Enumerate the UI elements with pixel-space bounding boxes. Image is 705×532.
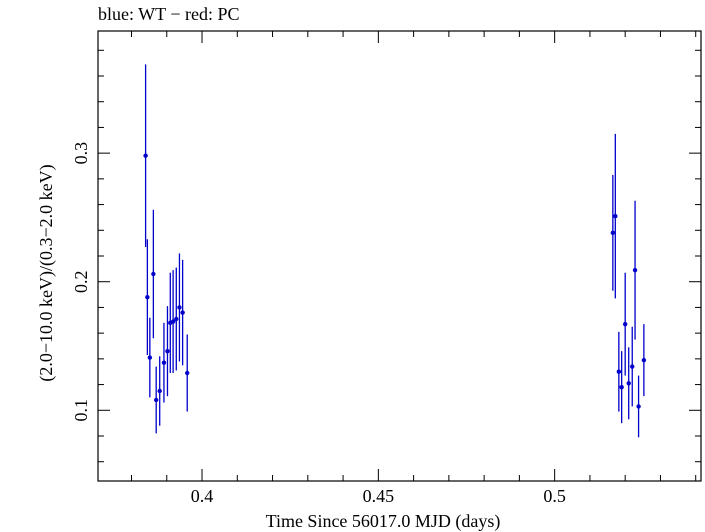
point-marker — [145, 294, 150, 300]
point-marker — [636, 404, 641, 409]
data-point — [619, 351, 624, 424]
data-point — [143, 64, 148, 247]
plot-frame — [97, 30, 702, 482]
point-marker — [613, 213, 618, 219]
y-tick-label: 0.1 — [71, 399, 91, 422]
data-point — [177, 253, 182, 362]
point-marker — [185, 370, 190, 376]
point-marker — [180, 310, 185, 315]
point-marker — [632, 267, 638, 273]
data-point — [610, 175, 616, 291]
data-point — [157, 356, 162, 426]
data-point — [161, 322, 167, 403]
y-tick-label: 0.3 — [71, 142, 91, 165]
data-point — [613, 133, 618, 299]
data-point — [165, 306, 170, 397]
point-marker — [147, 355, 153, 360]
point-marker — [610, 230, 616, 236]
point-marker — [143, 153, 148, 158]
axis-ticks — [98, 31, 701, 481]
point-marker — [626, 381, 631, 386]
y-tick-label: 0.2 — [71, 270, 91, 293]
data-point — [170, 270, 176, 373]
point-marker — [157, 388, 162, 394]
data-point — [636, 375, 641, 438]
data-point — [632, 200, 638, 340]
point-marker — [616, 369, 622, 374]
x-axis-label: Time Since 56017.0 MJD (days) — [266, 511, 501, 532]
data-point — [622, 272, 628, 376]
point-marker — [619, 384, 624, 390]
data-point — [147, 317, 153, 398]
point-marker — [170, 319, 176, 324]
point-marker — [153, 397, 159, 403]
data-point — [185, 334, 190, 412]
x-tick-label: 0.45 — [363, 486, 395, 506]
data-point — [630, 326, 635, 407]
point-marker — [622, 321, 628, 327]
data-series-wt — [143, 64, 647, 438]
x-tick-label: 0.4 — [191, 486, 214, 506]
data-point — [180, 259, 185, 366]
point-marker — [151, 271, 156, 277]
point-marker — [174, 316, 179, 322]
data-point — [153, 366, 159, 434]
x-tick-label: 0.5 — [543, 486, 566, 506]
point-marker — [641, 357, 647, 363]
y-axis-label: (2.0−10.0 keV)/(0.3−2.0 keV) — [36, 164, 57, 381]
point-marker — [161, 360, 167, 365]
data-point — [174, 267, 179, 371]
data-point — [151, 209, 156, 339]
data-point — [626, 347, 631, 420]
data-point — [145, 239, 150, 355]
chart-title: blue: WT − red: PC — [98, 4, 240, 24]
point-marker — [177, 305, 182, 310]
data-point — [616, 331, 622, 412]
data-point — [641, 324, 647, 397]
point-marker — [165, 348, 170, 354]
point-marker — [630, 364, 635, 369]
axis-tick-labels: 0.4 0.45 0.5 0.1 0.2 0.3 — [71, 142, 566, 506]
